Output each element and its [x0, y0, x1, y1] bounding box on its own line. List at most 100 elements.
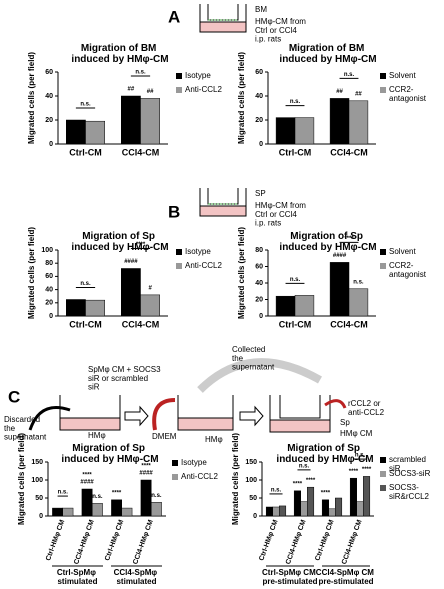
chart-title: Migration of Sp induced by HMφ-CM — [61, 443, 158, 465]
bar — [151, 502, 162, 517]
x-tick-label: Ctrl-CM — [69, 319, 102, 329]
annotation: n.s. — [135, 70, 146, 76]
legend-swatch — [176, 263, 182, 269]
legend-label: Solvent — [389, 71, 416, 80]
annotation: ## — [336, 89, 343, 95]
annotation: #### — [124, 259, 138, 265]
y-axis-label: Migrated cells (per field) — [27, 52, 36, 144]
legend-swatch — [380, 471, 386, 477]
x-tick-label: Ctrl-CM — [279, 147, 312, 157]
bar — [328, 508, 336, 517]
annotation: n.s. — [80, 281, 91, 287]
label: DMEM — [152, 432, 177, 441]
y-tick-label: 0 — [49, 313, 53, 320]
bar — [294, 295, 315, 317]
annotation: n.s. — [80, 102, 91, 108]
panel-label: C — [8, 387, 20, 406]
bar — [307, 486, 315, 517]
x-tick-label: CCl4-CM — [330, 147, 368, 157]
y-tick-label: 150 — [31, 459, 43, 466]
y-tick-label: 40 — [45, 286, 53, 293]
annotation: **** — [293, 481, 303, 487]
y-tick-label: 0 — [39, 513, 43, 520]
annotation: n.s. — [353, 279, 364, 285]
legend-swatch — [172, 460, 178, 466]
bar — [52, 507, 63, 517]
bar — [348, 100, 369, 145]
legend-label: CCR2-antagonist — [389, 85, 427, 103]
label: rCCL2 or anti-CCL2 — [348, 399, 385, 417]
label: SP — [255, 189, 266, 198]
chart-title: Migration of BM induced by HMφ-CM — [279, 43, 376, 65]
annotation: n.s. — [151, 493, 162, 499]
bar — [66, 119, 86, 145]
x-tick-label: Ctrl-CM — [69, 147, 102, 157]
annotation: n.s. — [299, 463, 310, 469]
bar — [111, 499, 123, 517]
annotation: **** — [349, 469, 359, 475]
x-tick-label: Ctrl-CM — [279, 319, 312, 329]
legend-swatch — [380, 73, 386, 79]
y-tick-label: 150 — [245, 459, 257, 466]
annotation: n.s. — [58, 490, 69, 496]
bar — [140, 294, 160, 317]
y-tick-label: 0 — [259, 141, 263, 148]
bar — [356, 501, 364, 517]
y-tick-label: 20 — [255, 296, 263, 303]
legend-label: Isotype — [185, 71, 211, 80]
annotation: #### — [80, 480, 94, 486]
label: SpMφ CM + SOCS3 siR or scrambled siR — [88, 365, 163, 392]
annotation: # — [148, 285, 152, 291]
bar — [85, 120, 105, 145]
annotation: **** — [362, 467, 372, 473]
bar — [121, 95, 141, 145]
bar — [321, 499, 329, 517]
chart-title: Migration of Sp induced by HMφ-CM — [276, 443, 373, 465]
legend-label: Isotype — [181, 458, 207, 467]
legend-label: Solvent — [389, 247, 416, 256]
group-label: Ctrl-SpMφ stimulated — [57, 568, 98, 586]
legend-label: SOCS3-siR&rCCL2 — [389, 483, 430, 501]
x-tick-label: CCl4-HMφ CM — [341, 519, 364, 566]
label: BM — [255, 5, 267, 14]
annotation: **** — [306, 478, 316, 484]
annotation: n.s. — [344, 72, 355, 78]
y-axis-label: Migrated cells (per field) — [237, 52, 246, 144]
group-label: Ctrl-SpMφ CM pre-stimulated — [262, 568, 318, 586]
chart-title: Migration of Sp induced by HMφ-CM — [279, 231, 376, 253]
annotation: #### — [333, 253, 347, 259]
y-tick-label: 40 — [255, 280, 263, 287]
label: Discarded the supernatant — [4, 415, 47, 442]
bar — [279, 505, 287, 517]
x-tick-label: CCl4-CM — [330, 319, 368, 329]
chart-title: Migration of BM induced by HMφ-CM — [71, 43, 168, 65]
group-label: CCl4-SpMφ stimulated — [114, 568, 160, 586]
label: HMφ-CM from Ctrl or CCl4 i.p. rats — [255, 201, 308, 228]
bar — [92, 503, 103, 517]
bar — [66, 299, 86, 317]
x-tick-label: Ctrl-HMφ CM — [258, 519, 279, 562]
y-tick-label: 20 — [45, 117, 53, 124]
diagram-b: SP HMφ-CM from Ctrl or CCl4 i.p. rats — [199, 188, 308, 228]
bar — [265, 506, 273, 517]
label: HMφ — [205, 435, 223, 444]
bar — [121, 507, 133, 517]
y-tick-label: 60 — [255, 263, 263, 270]
group-label: CCl4-SpMφ CM pre-stimulated — [316, 568, 376, 586]
bar — [81, 488, 93, 517]
y-tick-label: 60 — [45, 69, 53, 76]
bar — [363, 476, 371, 517]
y-tick-label: 100 — [31, 477, 43, 484]
bar — [272, 506, 280, 517]
legend-label: scrambled siR — [389, 455, 428, 473]
legend-label: Anti-CCL2 — [181, 472, 218, 481]
legend-swatch — [380, 249, 386, 255]
x-tick-label: Ctrl-HMφ CM — [314, 519, 335, 562]
annotation: ## — [355, 91, 362, 97]
legend-swatch — [172, 474, 178, 480]
legend-label: Isotype — [185, 247, 211, 256]
label: HMφ — [88, 431, 106, 440]
annotation: n.s. — [92, 494, 103, 500]
legend-label: Anti-CCL2 — [185, 85, 222, 94]
